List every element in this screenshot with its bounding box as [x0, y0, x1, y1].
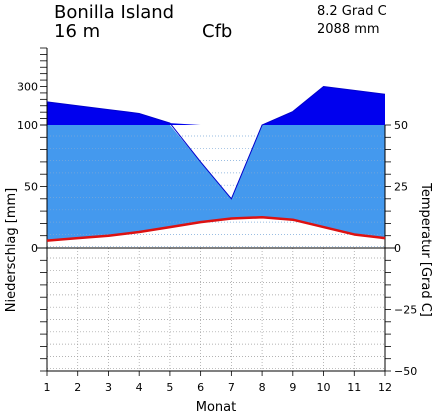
x-tick-label: 12 [378, 381, 392, 394]
x-tick-label: 8 [259, 381, 266, 394]
right-axis-title: Temperatur [Grad C] [418, 182, 433, 317]
annual-precipitation: 2088 mm [317, 22, 380, 37]
left-tick-label: 100 [17, 119, 38, 132]
station-name: Bonilla Island [54, 2, 175, 23]
x-tick-label: 1 [44, 381, 51, 394]
x-tick-label: 2 [74, 381, 81, 394]
right-tick-label: 25 [394, 181, 408, 194]
x-tick-label: 11 [347, 381, 361, 394]
x-tick-label: 7 [228, 381, 235, 394]
koppen-class: Cfb [202, 21, 233, 42]
left-tick-label: 0 [31, 242, 38, 255]
perhumid-area [47, 86, 385, 125]
x-tick-label: 5 [166, 381, 173, 394]
station-elevation: 16 m [54, 21, 101, 42]
x-tick-label: 3 [105, 381, 112, 394]
left-axis-title: Niederschlag [mm] [4, 188, 19, 313]
x-tick-label: 10 [317, 381, 331, 394]
x-tick-label: 9 [289, 381, 296, 394]
right-tick-label: 0 [394, 242, 401, 255]
humid-area [47, 125, 385, 241]
precipitation-line [46, 85, 386, 200]
right-tick-label: −50 [394, 365, 417, 378]
left-tick-label: 300 [17, 81, 38, 94]
x-tick-label: 4 [136, 381, 143, 394]
right-tick-label: −25 [394, 304, 417, 317]
left-tick-label: 50 [24, 181, 38, 194]
right-tick-label: 50 [394, 119, 408, 132]
annual-temperature: 8.2 Grad C [317, 4, 387, 19]
temperature-line [46, 216, 386, 242]
x-tick-label: 6 [197, 381, 204, 394]
x-axis-title: Monat [196, 400, 236, 415]
